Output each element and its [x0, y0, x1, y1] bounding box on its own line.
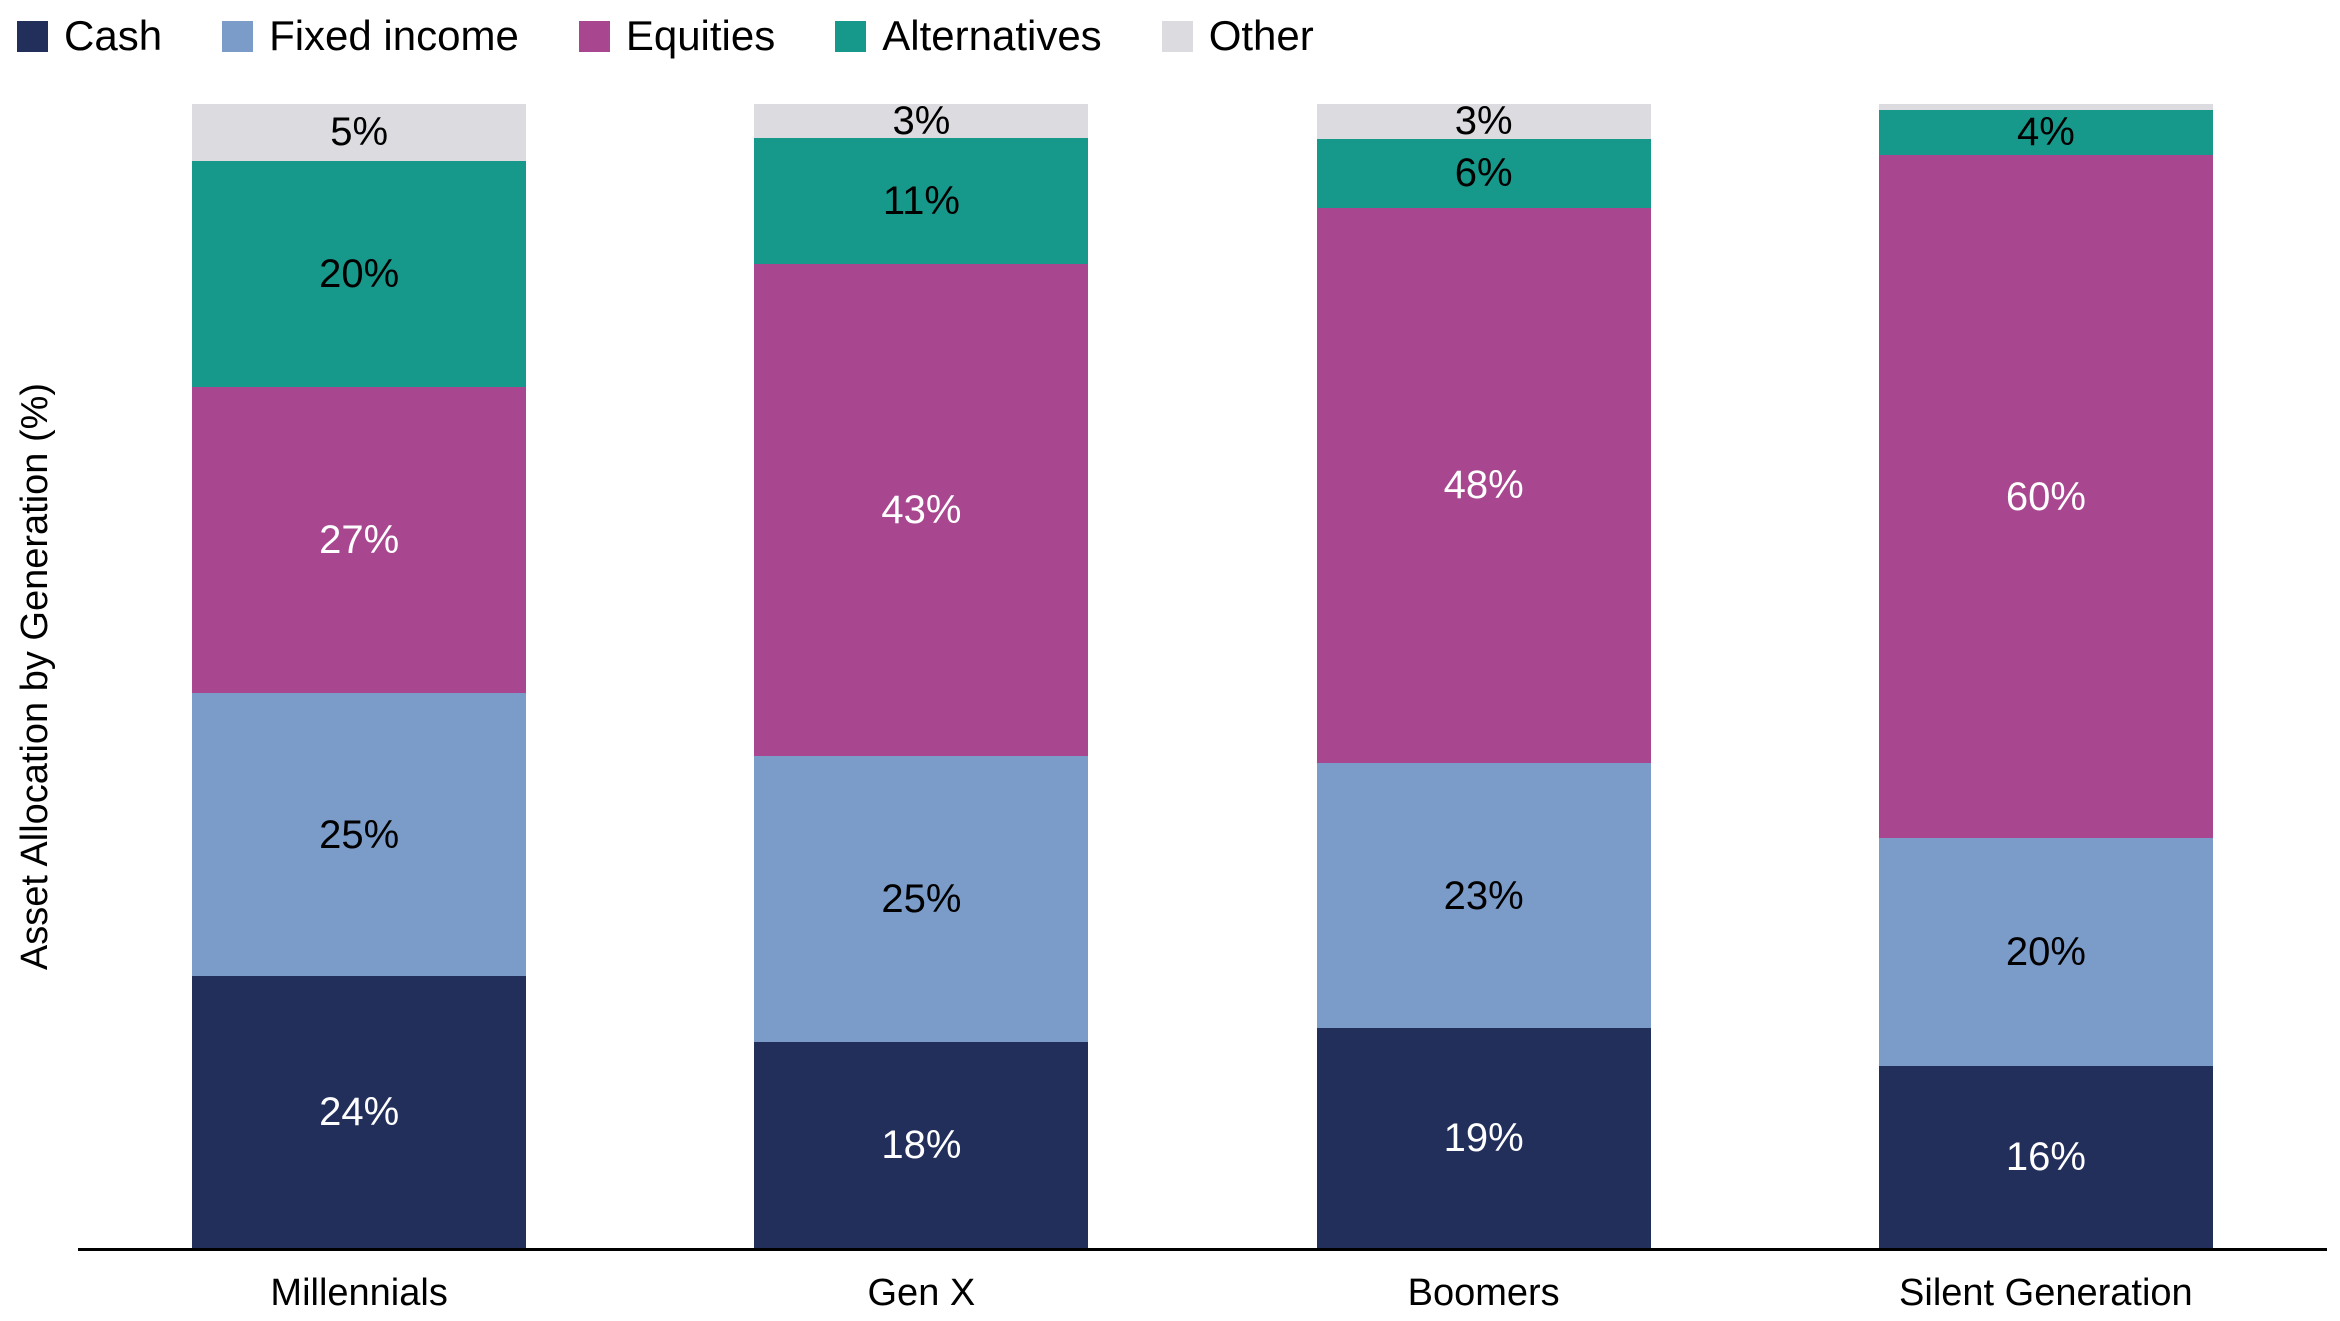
segment-label: 43% — [881, 488, 962, 533]
stacked-bar: 19% 23% 48% 6% 3% — [1316, 99, 1651, 1248]
legend-item-cash: Cash — [17, 12, 162, 60]
bar-segment-equities: 27% — [192, 387, 527, 694]
bar-segment-equities: 43% — [754, 264, 1089, 757]
segment-label: 19% — [1443, 1116, 1524, 1161]
bar-segment-cash: 19% — [1316, 1028, 1651, 1248]
bar-segment-equities: 48% — [1316, 208, 1651, 763]
bar-segment-other — [1878, 104, 2213, 110]
bar-column-boomers: 19% 23% 48% 6% 3% — [1203, 99, 1765, 1248]
segment-label: 4% — [2016, 110, 2075, 155]
x-axis-label-gen-x: Gen X — [867, 1272, 976, 1314]
y-axis-label: Asset Allocation by Generation (%) — [14, 382, 57, 970]
bar-segment-alternatives: 11% — [754, 138, 1089, 265]
bar-segment-alternatives: 4% — [1878, 109, 2213, 156]
segment-label: 20% — [2005, 930, 2086, 975]
legend-swatch-icon — [17, 20, 48, 52]
bar-column-silent-generation: 16% 20% 60% 4% — [1765, 104, 2327, 1248]
segment-label: 18% — [881, 1123, 962, 1168]
segment-label: 25% — [319, 812, 400, 857]
legend-swatch-icon — [1161, 20, 1193, 52]
stacked-bar: 16% 20% 60% 4% — [1878, 104, 2213, 1248]
segment-label: 11% — [882, 179, 960, 224]
bar-segment-fixed-income: 25% — [192, 693, 527, 977]
x-axis-label-boomers: Boomers — [1407, 1272, 1560, 1314]
bar-segment-equities: 60% — [1878, 155, 2213, 839]
legend-item-equities: Equities — [578, 12, 776, 60]
bars-container: 24% 25% 27% 20% 5% 18% 25% 43% 11% 3% 19% 23% 48% 6% 3… — [78, 99, 2327, 1248]
x-axis-category-labels: Millennials Gen X Boomers Silent Generation — [78, 1272, 2327, 1315]
segment-label: 60% — [2005, 474, 2086, 519]
bar-segment-fixed-income: 23% — [1316, 762, 1651, 1029]
x-axis-label-silent-generation: Silent Generation — [1899, 1272, 2193, 1314]
legend-label: Cash — [64, 12, 163, 59]
segment-label: 27% — [319, 518, 400, 563]
segment-label: 20% — [319, 251, 400, 296]
segment-label: 6% — [1454, 151, 1513, 196]
segment-label: 25% — [881, 877, 962, 922]
stacked-bar: 24% 25% 27% 20% 5% — [192, 104, 527, 1248]
chart-legend: Cash Fixed income Equities Alternatives Othe… — [17, 12, 1314, 60]
bar-segment-fixed-income: 25% — [754, 756, 1089, 1043]
x-axis-label-millennials: Millennials — [270, 1272, 448, 1314]
legend-item-alternatives: Alternatives — [835, 12, 1102, 60]
legend-label: Other — [1208, 12, 1314, 59]
legend-item-fixed-income: Fixed income — [222, 12, 519, 60]
legend-label: Alternatives — [882, 12, 1102, 59]
bar-column-gen-x: 18% 25% 43% 11% 3% — [640, 99, 1202, 1248]
bar-segment-other: 3% — [1316, 99, 1651, 144]
segment-label: 23% — [1443, 873, 1524, 918]
legend-label: Equities — [625, 12, 776, 59]
legend-item-other: Other — [1161, 12, 1314, 60]
legend-label: Fixed income — [269, 12, 519, 59]
segment-label: 16% — [2005, 1134, 2086, 1179]
legend-swatch-icon — [578, 20, 610, 52]
segment-label: 5% — [330, 110, 389, 155]
stacked-bar: 18% 25% 43% 11% 3% — [754, 99, 1089, 1248]
plot-area: 24% 25% 27% 20% 5% 18% 25% 43% 11% 3% 19% 23% 48% 6% 3… — [78, 99, 2327, 1251]
bar-segment-alternatives: 6% — [1316, 138, 1651, 209]
segment-label: 24% — [319, 1090, 400, 1135]
bar-segment-cash: 18% — [754, 1042, 1089, 1248]
segment-label: 3% — [892, 99, 951, 144]
segment-label: 3% — [1454, 99, 1513, 144]
bar-segment-fixed-income: 20% — [1878, 838, 2213, 1066]
legend-swatch-icon — [835, 20, 867, 52]
bar-segment-other: 5% — [192, 104, 527, 161]
bar-segment-other: 3% — [754, 99, 1089, 144]
bar-segment-cash: 16% — [1878, 1065, 2213, 1248]
segment-label: 48% — [1443, 463, 1524, 508]
bar-column-millennials: 24% 25% 27% 20% 5% — [78, 104, 640, 1248]
bar-segment-alternatives: 20% — [192, 160, 527, 388]
bar-segment-cash: 24% — [192, 976, 527, 1248]
legend-swatch-icon — [222, 20, 254, 52]
y-axis-label-container: Asset Allocation by Generation (%) — [0, 104, 72, 1248]
